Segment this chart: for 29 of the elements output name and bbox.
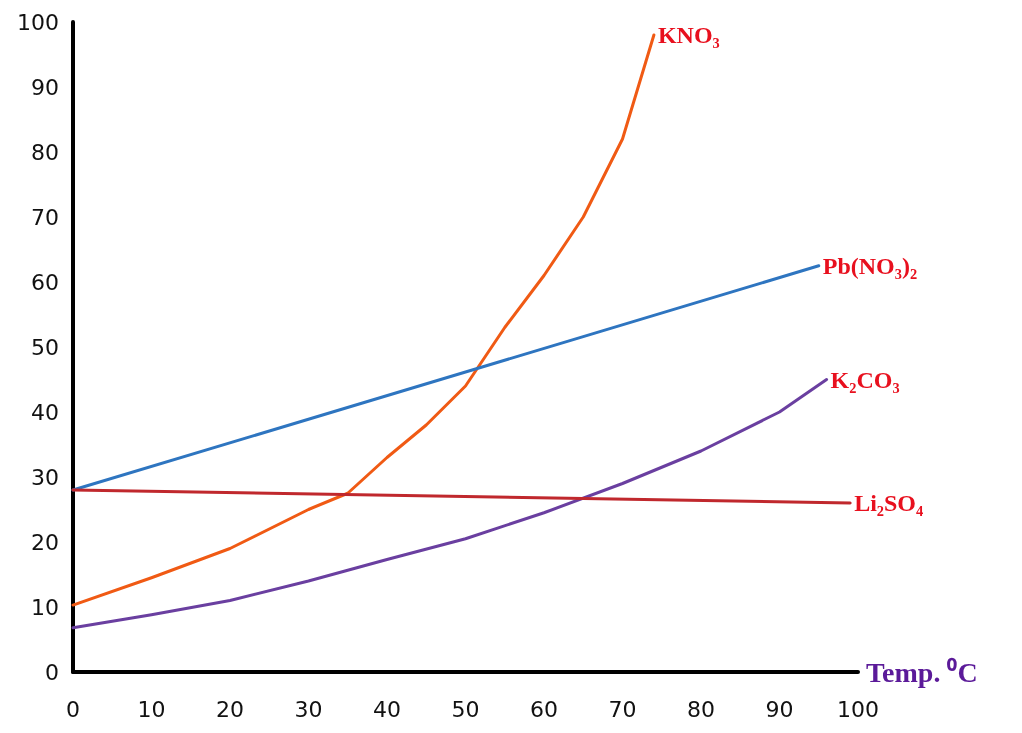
- y-tick-label: 70: [31, 204, 59, 230]
- x-tick-label: 70: [608, 696, 637, 722]
- line-series: [71, 378, 829, 630]
- x-tick-label: 30: [294, 696, 323, 722]
- series-label: Li₂SO₄: [854, 490, 924, 516]
- y-tick-label: 90: [31, 74, 59, 100]
- x-axis-title: Temp. ⁰C: [866, 656, 978, 688]
- x-tick-label: 50: [451, 696, 480, 722]
- x-tick-label: 90: [765, 696, 794, 722]
- y-tick-label: 0: [45, 659, 59, 685]
- x-tick-label: 40: [373, 696, 401, 722]
- y-tick-label: 100: [17, 9, 59, 35]
- x-tick-label: 10: [137, 696, 166, 722]
- x-tick-label: 80: [687, 696, 715, 722]
- series-label: K₂CO₃: [830, 366, 900, 393]
- x-tick-label: 60: [530, 696, 558, 722]
- x-tick-label: 0: [66, 696, 80, 722]
- y-tick-label: 20: [31, 529, 59, 555]
- x-tick-label: 100: [837, 696, 879, 722]
- y-tick-label: 80: [31, 139, 59, 165]
- y-tick-label: 50: [31, 334, 59, 360]
- y-tick-label: 60: [31, 269, 59, 295]
- series-label: Pb(NO₃)₂: [822, 252, 918, 279]
- series-label: KNO₃: [657, 22, 720, 48]
- y-tick-label: 30: [31, 464, 59, 490]
- y-tick-label: 10: [31, 594, 59, 620]
- x-tick-label: 20: [216, 696, 244, 722]
- y-tick-label: 40: [31, 399, 59, 425]
- line-series: [71, 33, 656, 607]
